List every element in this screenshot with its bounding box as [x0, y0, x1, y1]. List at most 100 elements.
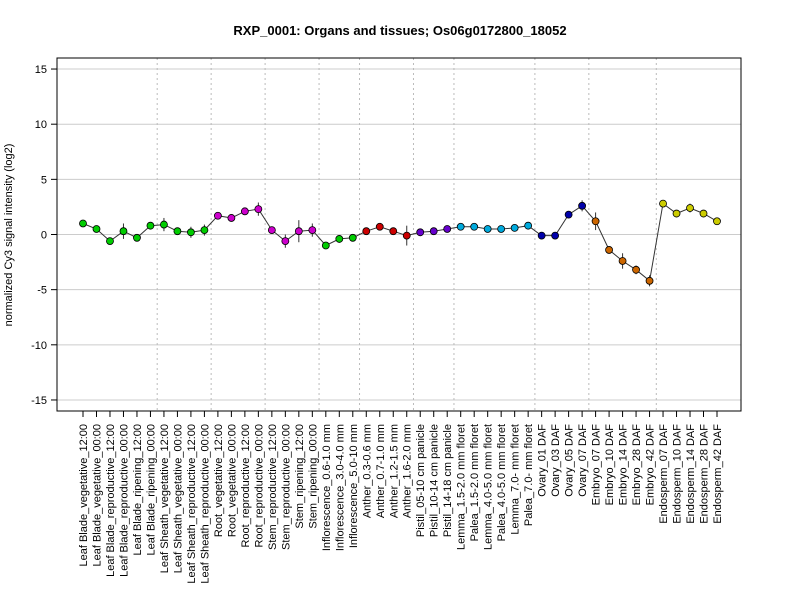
x-tick-label: Palea_1.5-2.0 mm floret [469, 424, 481, 541]
x-tick-label: Endosperm_14 DAF [685, 424, 697, 524]
data-point [510, 223, 519, 232]
x-tick-label: Endosperm_07 DAF [658, 424, 670, 524]
x-tick-label: Stem_ripening_12:00 [294, 424, 306, 529]
data-point [524, 221, 533, 230]
x-tick-label: Lemma_4.0-5.0 mm floret [483, 424, 495, 550]
x-tick-label: Inflorescence_0.6-1.0 mm [321, 424, 333, 551]
data-point [605, 246, 613, 254]
x-tick-label: Stem_ripening_00:00 [307, 424, 319, 529]
data-point [92, 225, 101, 233]
data-point [686, 204, 694, 212]
data-point [443, 225, 452, 233]
x-tick-label: Pistil_05-10 cm panicle [415, 424, 427, 537]
x-tick-label: Lemma_1.5-2.0 mm floret [456, 424, 468, 550]
x-tick-label: Anther_1.6-2.0 mm [402, 424, 414, 518]
data-point [308, 226, 317, 234]
data-point [133, 233, 141, 242]
x-tick-label: Anther_1.2-1.5 mm [388, 424, 400, 518]
x-tick-label: Root_vegetative_12:00 [213, 424, 225, 537]
data-point [281, 237, 290, 246]
x-tick-label: Lemma_7.0- mm floret [510, 424, 522, 535]
data-point [267, 226, 276, 234]
series-polyline [82, 202, 718, 282]
data-point [173, 227, 182, 236]
data-point [335, 235, 344, 243]
data-point [119, 227, 128, 236]
x-tick-label: Endosperm_42 DAF [712, 424, 724, 524]
x-tick-label: Anther_0.7-1.0 mm [375, 424, 387, 518]
error-bars [82, 200, 718, 287]
y-tick-label: 15 [35, 64, 47, 76]
data-points [79, 199, 721, 285]
x-tick-label: Stem_reproductive_00:00 [280, 424, 292, 550]
x-tick-label: Endosperm_28 DAF [699, 424, 711, 524]
x-tick-label: Inflorescence_5.0-10 mm [348, 424, 360, 548]
x-tick-label: Embryo_10 DAF [604, 424, 616, 506]
data-point [672, 209, 681, 218]
x-tick-label: Root_reproductive_12:00 [240, 424, 252, 548]
y-tick-label: -15 [31, 395, 47, 407]
x-tick-label: Leaf Blade_vegetative_12:00 [78, 424, 90, 567]
data-point [564, 210, 573, 219]
data-point [497, 225, 506, 233]
x-tick-label: Leaf Sheath_reproductive_12:00 [186, 424, 198, 584]
data-point [591, 217, 600, 226]
x-tick-label: Palea_7.0- mm floret [523, 424, 535, 526]
x-tick-label: Pistil_10-14 cm panicle [429, 424, 441, 537]
x-tick-label: Embryo_42 DAF [645, 424, 657, 506]
data-point [375, 222, 384, 231]
data-point [456, 222, 465, 231]
data-point [146, 221, 155, 230]
y-axis-label: normalized Cy3 signal intensity (log2) [3, 144, 15, 327]
x-tick-label: Ovary_01 DAF [537, 424, 549, 497]
x-tick-label: Inflorescence_3.0-4.0 mm [334, 424, 346, 551]
data-point [79, 219, 87, 228]
y-tick-label: 5 [41, 174, 47, 186]
x-axis: Leaf Blade_vegetative_12:00 Leaf Blade_ve… [78, 411, 724, 584]
y-tick-label: 10 [35, 119, 47, 131]
data-point [240, 207, 249, 216]
series-line [82, 202, 718, 282]
x-tick-label: Ovary_07 DAF [577, 424, 589, 497]
y-tick-label: 0 [41, 230, 47, 242]
x-tick-label: Pistil_14-18 cm panicle [442, 424, 454, 537]
data-point [632, 265, 640, 274]
data-point [106, 237, 114, 246]
x-tick-label: Root_reproductive_00:00 [253, 424, 265, 548]
data-point [537, 231, 546, 240]
data-point [348, 233, 357, 242]
data-point [227, 214, 236, 222]
x-tick-label: Endosperm_10 DAF [672, 424, 684, 524]
data-point [362, 227, 371, 236]
grid [57, 68, 741, 401]
data-point [483, 225, 492, 233]
data-point [321, 241, 330, 250]
x-tick-label: Root_vegetative_00:00 [226, 424, 238, 537]
x-tick-label: Ovary_03 DAF [550, 424, 562, 497]
data-point [429, 227, 438, 236]
data-point [618, 257, 627, 265]
x-tick-label: Embryo_14 DAF [618, 424, 630, 506]
data-point [389, 227, 398, 236]
x-tick-label: Leaf Blade_reproductive_00:00 [118, 424, 130, 577]
x-tick-label: Embryo_07 DAF [591, 424, 603, 506]
x-tick-label: Leaf Sheath_vegetative_12:00 [159, 424, 171, 573]
data-point [713, 217, 721, 226]
plot-frame [56, 57, 742, 412]
chart-title: RXP_0001: Organs and tissues; Os06g01728… [233, 23, 566, 38]
x-tick-label: Ovary_05 DAF [564, 424, 576, 497]
data-point [187, 228, 195, 237]
x-tick-label: Anther_0.3-0.6 mm [361, 424, 373, 518]
data-point [659, 199, 667, 208]
y-tick-label: -10 [31, 340, 47, 352]
x-tick-label: Leaf Sheath_vegetative_00:00 [172, 424, 184, 573]
x-tick-label: Leaf Sheath_reproductive_00:00 [199, 424, 211, 584]
data-point [416, 228, 425, 237]
data-point [699, 209, 708, 218]
x-tick-label: Leaf Blade_reproductive_12:00 [105, 424, 117, 577]
data-point [402, 231, 411, 240]
data-point [470, 222, 479, 231]
data-point [200, 226, 209, 234]
y-axis: -15 -10 -5 0 5 10 15 [31, 64, 57, 407]
